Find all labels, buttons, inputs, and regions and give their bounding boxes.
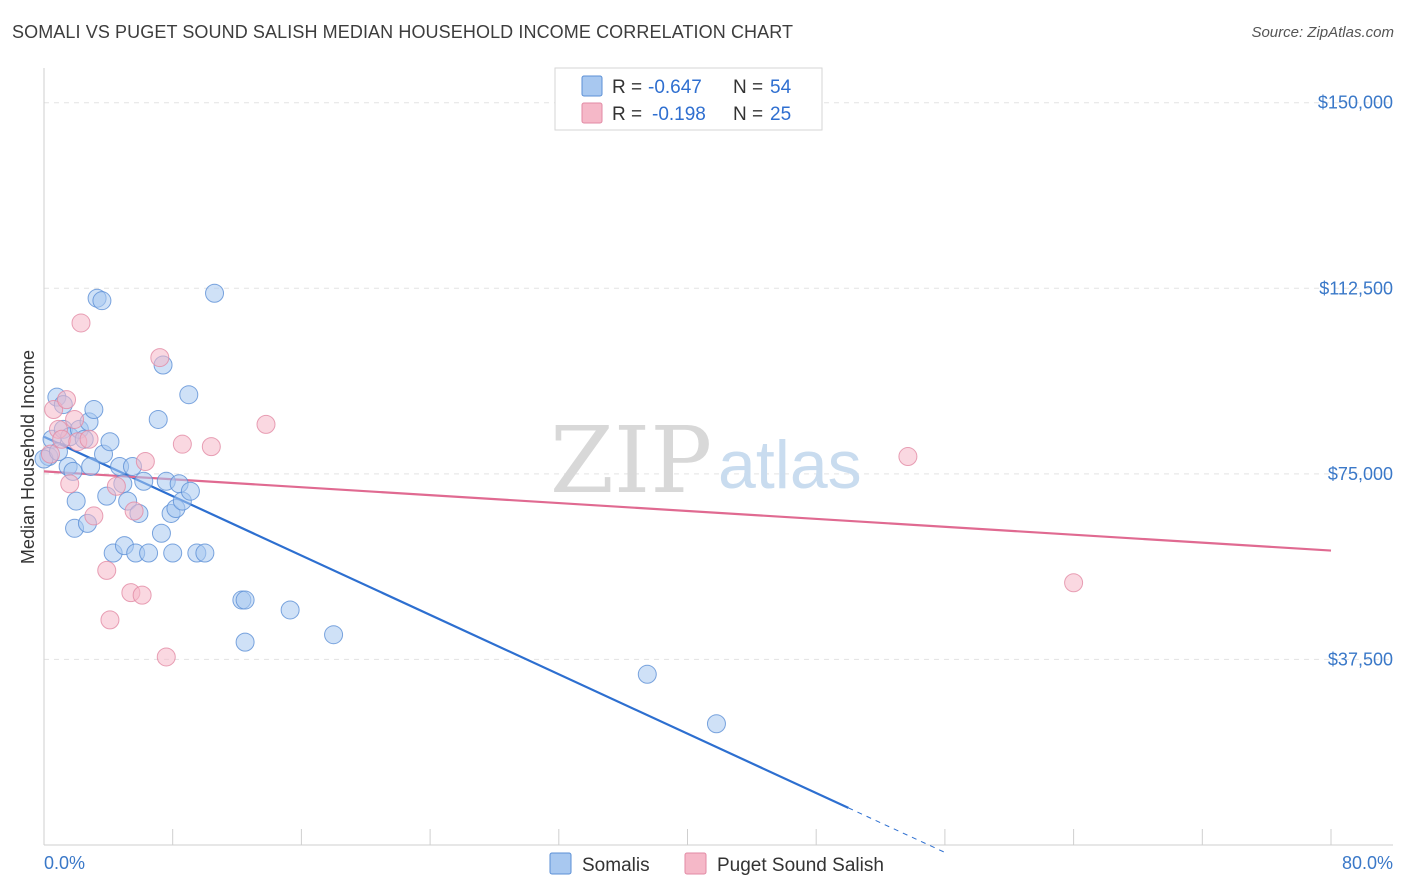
point-somalis-36	[163, 543, 183, 563]
trend-line-salish	[43, 470, 1332, 552]
point-salish-17	[135, 452, 155, 471]
point-salish-9	[79, 429, 99, 449]
point-salish-18	[150, 348, 170, 368]
point-somalis-29	[134, 471, 154, 491]
point-salish-4	[57, 390, 77, 410]
y-axis-label: Median Household Income	[18, 350, 38, 564]
point-salish-11	[97, 560, 117, 580]
legend-r-label-somalis: R =	[612, 77, 642, 98]
point-somalis-30	[139, 543, 159, 563]
point-salish-0	[40, 444, 60, 464]
point-somalis-9	[66, 491, 86, 511]
point-salish-16	[132, 585, 152, 605]
point-somalis-49	[324, 625, 344, 645]
legend-swatch-salish	[581, 102, 603, 124]
legend-swatch-somalis	[581, 75, 603, 97]
point-salish-21	[201, 437, 221, 457]
chart-title: SOMALI VS PUGET SOUND SALISH MEDIAN HOUS…	[12, 22, 794, 42]
point-salish-3	[52, 429, 72, 449]
point-salish-12	[100, 610, 120, 630]
legend-n-value-salish: 25	[770, 104, 791, 125]
point-somalis-43	[195, 543, 215, 563]
chart-source: Source: ZipAtlas.com	[1251, 24, 1394, 41]
watermark: ZIP atlas	[550, 407, 862, 514]
point-salish-5	[60, 474, 80, 494]
point-somalis-47	[235, 632, 255, 652]
y-tick-label-1: $75,000	[1328, 464, 1393, 484]
legend-n-label-salish: N =	[733, 104, 763, 125]
legend-r-value-salish: -0.198	[652, 104, 706, 125]
y-tick-label-2: $112,500	[1319, 278, 1393, 298]
x-tick-min: 0.0%	[44, 853, 85, 873]
point-somalis-17	[92, 291, 112, 311]
point-salish-19	[156, 647, 176, 667]
grid-lines	[44, 102, 1393, 660]
point-salish-8	[71, 313, 91, 333]
legend-n-value-somalis: 54	[770, 77, 792, 98]
point-somalis-32	[151, 523, 171, 543]
point-salish-13	[106, 476, 126, 496]
series-legend: Somalis Puget Sound Salish	[549, 852, 884, 876]
series-legend-salish: Puget Sound Salish	[717, 855, 884, 876]
y-tick-labels: $37,500 $75,000 $112,500 $150,000	[1318, 93, 1393, 670]
point-salish-6	[65, 409, 85, 429]
point-somalis-14	[81, 456, 101, 476]
point-somalis-51	[706, 714, 726, 734]
watermark-atlas: atlas	[718, 427, 862, 503]
point-somalis-40	[179, 385, 199, 405]
y-tick-label-3: $150,000	[1318, 93, 1393, 113]
point-somalis-44	[205, 283, 225, 303]
legend-n-label-somalis: N =	[733, 77, 763, 98]
point-somalis-46	[235, 590, 255, 610]
series-legend-swatch-somalis	[549, 852, 572, 875]
series-legend-somalis: Somalis	[582, 855, 650, 876]
point-somalis-48	[280, 600, 300, 620]
series-legend-swatch-salish	[684, 852, 707, 875]
x-tick-max: 80.0%	[1342, 853, 1393, 873]
legend-r-label-salish: R =	[612, 104, 642, 125]
point-somalis-41	[180, 481, 200, 501]
trend-line-somalis-extension	[848, 807, 946, 853]
point-salish-23	[898, 447, 918, 467]
point-salish-1	[44, 400, 64, 420]
point-salish-22	[256, 414, 276, 434]
point-salish-24	[1064, 573, 1084, 593]
point-salish-20	[172, 434, 192, 454]
point-somalis-50	[637, 664, 657, 684]
watermark-zip: ZIP	[550, 407, 712, 514]
point-somalis-31	[148, 409, 168, 429]
point-somalis-15	[84, 400, 104, 420]
point-somalis-20	[100, 432, 120, 452]
stats-legend: R = -0.647 N = 54 R = -0.198 N = 25	[554, 67, 823, 131]
y-tick-label-0: $37,500	[1328, 649, 1393, 669]
legend-r-value-somalis: -0.647	[648, 77, 702, 98]
point-salish-10	[84, 506, 104, 526]
data-points	[34, 283, 1084, 734]
point-salish-15	[124, 501, 144, 521]
